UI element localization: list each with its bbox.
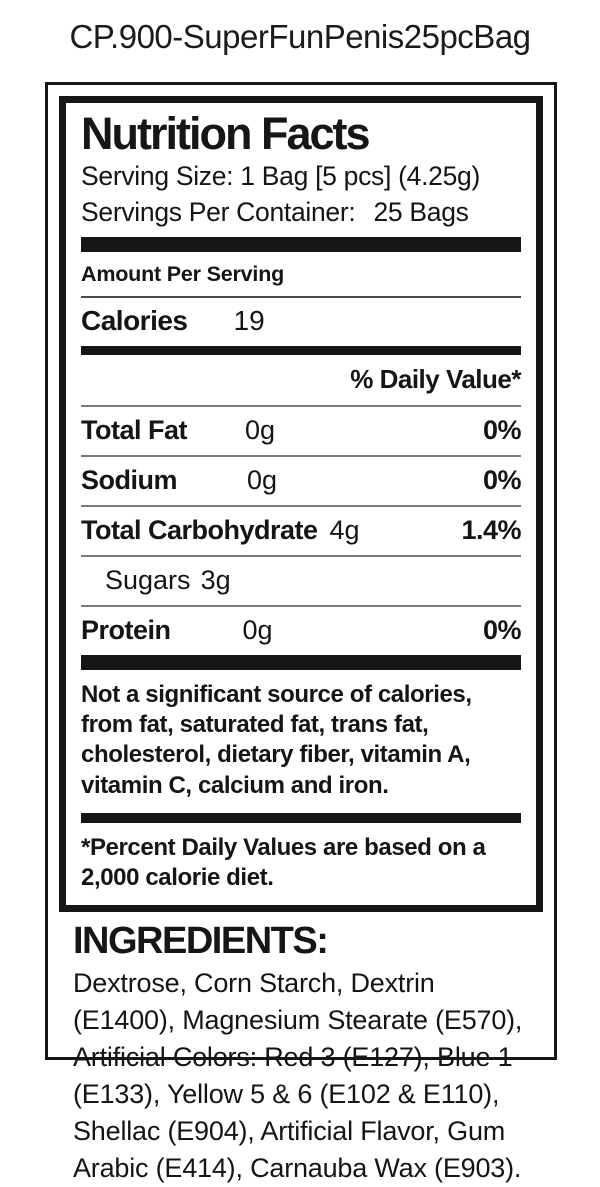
ingredients-text: Dextrose, Corn Starch, Dextrin (E1400), … [73, 968, 523, 1184]
nutrient-daily-value: 0% [482, 614, 522, 645]
nutrient-label: Protein [81, 614, 171, 645]
calories-label: Calories [81, 304, 188, 336]
nutrient-daily-value: 1.4% [461, 514, 521, 545]
separator-bar-under-calories [81, 345, 521, 355]
amount-per-serving-label: Amount Per Serving [81, 261, 285, 286]
rule-under-amount-per-serving [81, 295, 521, 298]
serving-size-line: Serving Size: 1 Bag [5 pcs] (4.25g) [81, 161, 480, 192]
label-outer-box: Nutrition Facts Serving Size: 1 Bag [5 p… [45, 82, 557, 1183]
calories-row: Calories 19 [81, 298, 521, 346]
nutrition-facts-panel: Nutrition Facts Serving Size: 1 Bag [5 p… [59, 96, 543, 913]
nutrient-daily-value: 0% [482, 414, 522, 445]
nutrient-row-total-carbohydrate: Total Carbohydrate 4g 1.4% [81, 507, 521, 555]
nutrient-row-protein: Protein 0g 0% [81, 607, 522, 655]
nutrient-amount: 0g [247, 464, 278, 495]
servings-per-container-line: Servings Per Container: 25 Bags [81, 195, 521, 230]
daily-value-header: % Daily Value* [350, 363, 521, 394]
nutrient-label: Sodium [81, 464, 178, 495]
nutrient-row-total-fat: Total Fat 0g 0% [81, 407, 522, 455]
nutrient-amount: 0g [242, 614, 273, 645]
servings-per-container-label: Servings Per Container: [81, 196, 356, 227]
nutrition-facts-heading: Nutrition Facts [81, 108, 371, 159]
nutrient-amount: 4g [329, 514, 360, 545]
ingredients-heading: INGREDIENTS: [73, 920, 329, 963]
separator-bar-above-footnote [81, 812, 521, 823]
nutrient-label: Sugars [105, 564, 191, 595]
daily-values-footnote: *Percent Daily Values are based on a 2,0… [81, 833, 486, 892]
ingredients-section: INGREDIENTS: Dextrose, Corn Starch, Dext… [59, 912, 543, 1187]
separator-bar-thick-top [81, 236, 521, 252]
row-divider [81, 554, 521, 557]
nutrient-amount: 3g [200, 564, 231, 595]
label-page: CP.900-SuperFunPenis25pcBag Nutrition Fa… [45, 18, 557, 1183]
nutrient-daily-value: 0% [482, 464, 522, 495]
rule-under-dv-header [81, 404, 521, 407]
calories-value: 19 [233, 304, 265, 336]
separator-bar-thick-bottom [81, 654, 521, 670]
nutrient-amount: 0g [245, 414, 276, 445]
nutrient-row-sodium: Sodium 0g 0% [81, 457, 522, 505]
row-divider [81, 504, 521, 507]
row-divider [81, 604, 521, 607]
not-significant-source-note: Not a significant source of calories, fr… [81, 680, 472, 799]
servings-per-container-value: 25 Bags [373, 196, 469, 227]
nutrient-label: Total Carbohydrate [81, 514, 318, 545]
product-title: CP.900-SuperFunPenis25pcBag [69, 18, 531, 55]
nutrient-label: Total Fat [81, 414, 188, 445]
nutrient-row-sugars: Sugars 3g [81, 557, 521, 605]
row-divider [81, 454, 521, 457]
